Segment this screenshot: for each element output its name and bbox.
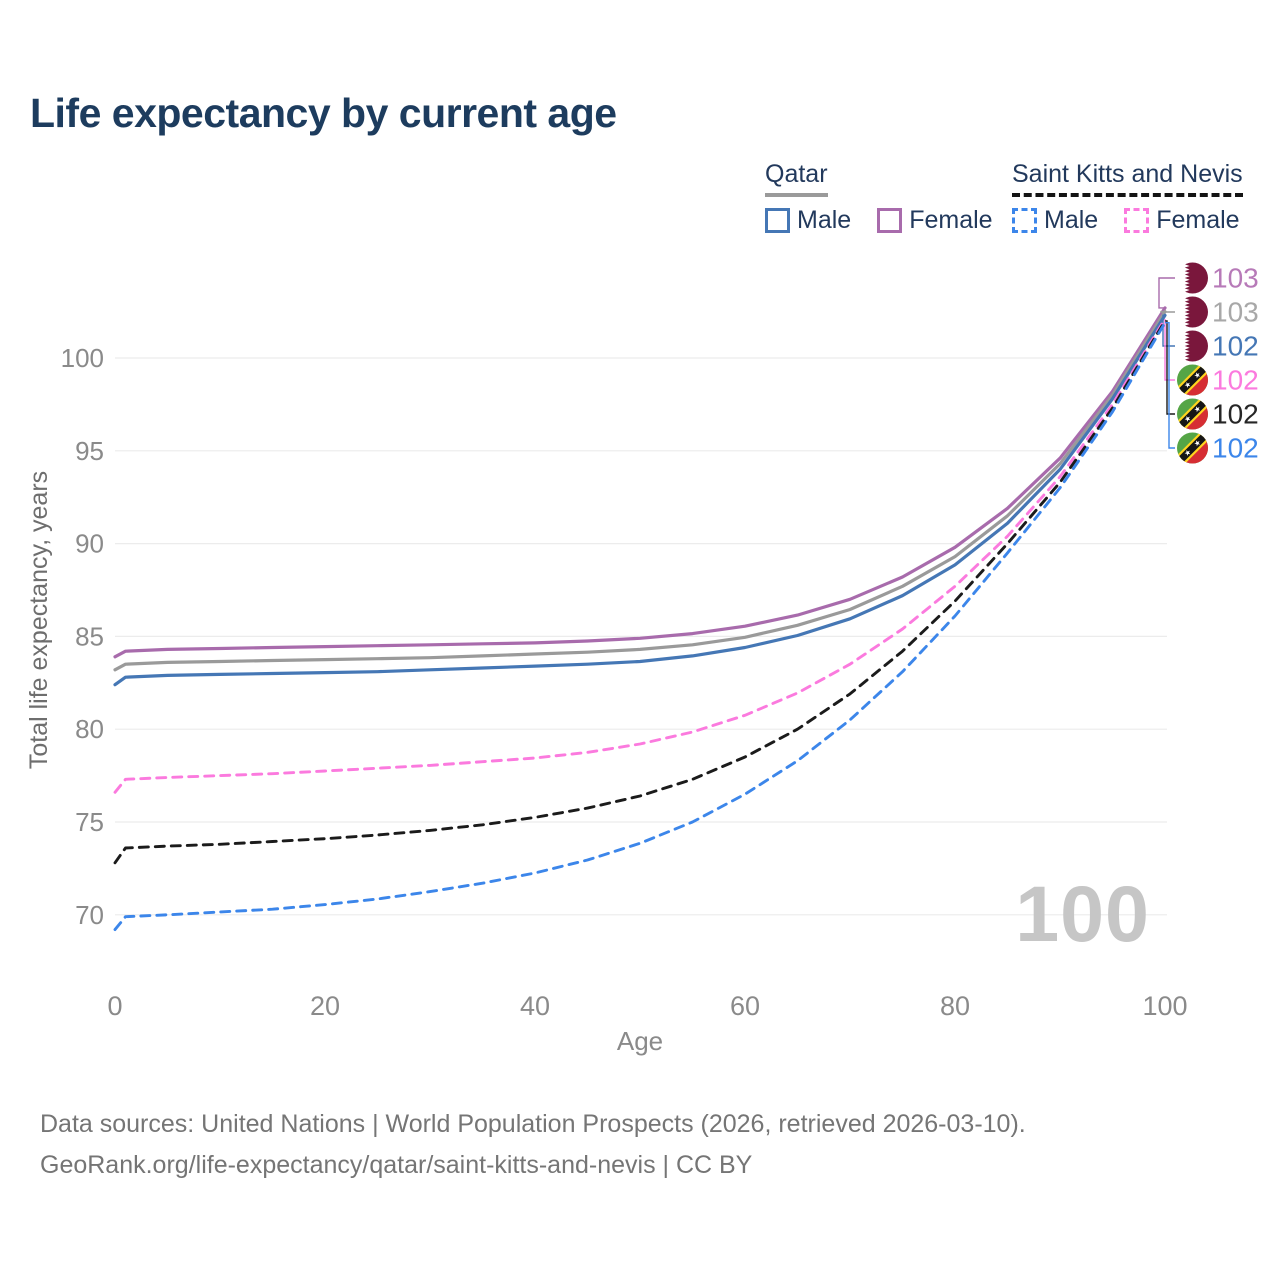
legend-item-qatar-female[interactable]: Female <box>877 205 993 235</box>
y-tick-95: 95 <box>75 436 104 466</box>
legend-item-skn-female[interactable]: Female <box>1124 205 1240 235</box>
legend-item-skn-male-label: Male <box>1044 205 1099 234</box>
legend-country-qatar[interactable]: Qatar <box>765 160 828 197</box>
legend-country-skn-label: Saint Kitts and Nevis <box>1012 160 1243 188</box>
end-value-saint-kitts-and-nevis-male: 102 <box>1212 433 1259 464</box>
end-value-saint-kitts-and-nevis-both-sexes: 102 <box>1212 399 1259 430</box>
x-tick-80: 80 <box>940 991 970 1021</box>
skn-female-swatch-icon <box>1124 207 1150 233</box>
legend-item-qatar-male[interactable]: Male <box>765 206 851 235</box>
leader-line-qatar-female <box>1158 277 1175 309</box>
leader-line-saint-kitts-and-nevis-male <box>1165 322 1175 449</box>
y-tick-75: 75 <box>75 807 104 837</box>
legend-country-qatar-label: Qatar <box>765 160 828 188</box>
gridlines <box>115 357 1167 916</box>
x-axis-title: Age <box>617 1026 663 1056</box>
end-value-saint-kitts-and-nevis-female: 102 <box>1212 365 1259 396</box>
end-value-qatar-both-sexes: 103 <box>1212 297 1259 328</box>
qatar-female-swatch-icon <box>877 207 903 233</box>
y-axis-title: Total life expectancy, years <box>25 471 53 769</box>
qatar-male-swatch-icon <box>765 207 790 233</box>
series-line-qatar-female[interactable] <box>113 306 1167 659</box>
legend-item-skn-male[interactable]: Male <box>1012 206 1098 235</box>
series-line-saint-kitts-and-nevis-female[interactable] <box>113 317 1167 794</box>
y-axis-tick-labels: 70 75 80 85 90 95 100 <box>61 343 104 930</box>
age-watermark: 100 <box>1015 869 1150 958</box>
y-tick-100: 100 <box>61 343 104 373</box>
series-line-saint-kitts-and-nevis-male[interactable] <box>113 321 1167 932</box>
y-tick-90: 90 <box>75 529 104 559</box>
y-tick-85: 85 <box>75 621 104 651</box>
skn-male-swatch-icon <box>1012 207 1037 233</box>
legend-item-skn-female-label: Female <box>1156 205 1240 234</box>
legend-item-qatar-female-label: Female <box>909 205 993 234</box>
x-tick-40: 40 <box>520 991 550 1021</box>
qatar-flag-icon <box>1177 263 1208 294</box>
x-tick-20: 20 <box>310 991 340 1021</box>
x-tick-0: 0 <box>107 991 122 1021</box>
legend-group-qatar: Qatar Male Female <box>765 160 993 235</box>
series-lines <box>113 277 1175 932</box>
series-line-qatar-both-sexes[interactable] <box>113 310 1167 672</box>
end-value-qatar-female: 103 <box>1212 263 1259 294</box>
saint-kitts-and-nevis-flag-icon <box>1174 362 1211 399</box>
y-tick-70: 70 <box>75 900 104 930</box>
end-value-qatar-male: 102 <box>1212 331 1259 362</box>
qatar-flag-icon <box>1177 297 1208 328</box>
series-line-qatar-male[interactable] <box>113 313 1167 687</box>
leader-line-saint-kitts-and-nevis-both-sexes <box>1165 320 1175 415</box>
x-tick-100: 100 <box>1142 991 1187 1021</box>
legend-item-qatar-male-label: Male <box>797 205 852 234</box>
series-line-saint-kitts-and-nevis-both-sexes[interactable] <box>113 319 1167 865</box>
saint-kitts-and-nevis-flag-icon <box>1174 396 1211 433</box>
legend-country-saint-kitts-and-nevis[interactable]: Saint Kitts and Nevis <box>1012 160 1243 197</box>
page-title: Life expectancy by current age <box>30 90 617 136</box>
qatar-flag-icon <box>1177 331 1208 362</box>
x-axis-tick-labels: 0 20 40 60 80 100 <box>107 991 1187 1021</box>
footer: Data sources: United Nations | World Pop… <box>40 1104 1026 1186</box>
legend-group-saint-kitts-and-nevis: Saint Kitts and Nevis Male Female <box>1012 160 1243 235</box>
data-sources-text: Data sources: United Nations | World Pop… <box>40 1110 1026 1138</box>
leader-line-saint-kitts-and-nevis-female <box>1164 319 1175 381</box>
y-tick-80: 80 <box>75 714 104 744</box>
x-tick-60: 60 <box>730 991 760 1021</box>
saint-kitts-and-nevis-flag-icon <box>1174 430 1211 467</box>
attribution-text: GeoRank.org/life-expectancy/qatar/saint-… <box>40 1151 753 1179</box>
